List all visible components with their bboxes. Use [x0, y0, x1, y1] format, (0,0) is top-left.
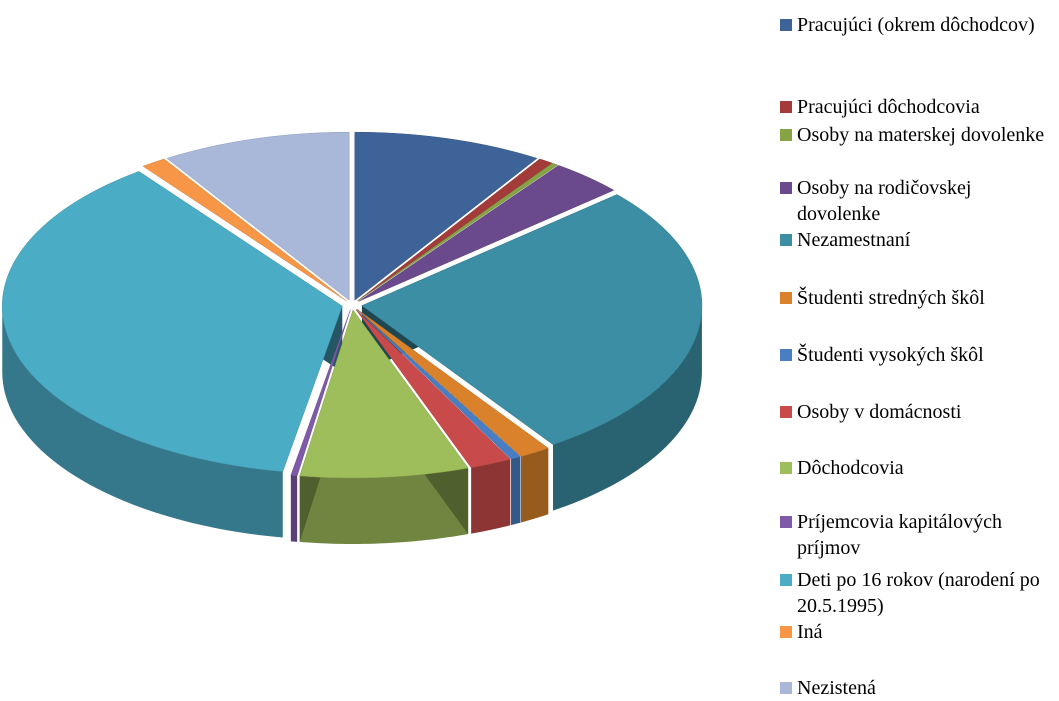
legend-item: Dôchodcovia [780, 455, 1055, 481]
legend-item: Osoby na rodičovskej dovolenke [780, 175, 1055, 227]
slice [358, 165, 615, 302]
slice [142, 158, 347, 302]
slice [357, 162, 559, 302]
slice [2, 171, 343, 472]
legend-label: Osoby na rodičovskej dovolenke [797, 177, 972, 225]
legend-label: Nezistená [797, 677, 876, 699]
legend-label: Študenti stredných škôl [797, 287, 985, 309]
legend-item: Nezistená [780, 675, 1055, 701]
slice-side [2, 306, 283, 538]
legend-swatch [780, 234, 792, 246]
slice [299, 309, 469, 479]
legend-item: Študenti vysokých škôl [780, 342, 1055, 368]
legend-label: Príjemcovia kapitálových príjmov [797, 511, 1002, 559]
legend-label: Dôchodcovia [797, 457, 904, 479]
slice [355, 309, 511, 468]
legend-item: Pracujúci (okrem dôchodcov) [780, 12, 1055, 38]
legend-swatch [780, 101, 792, 113]
slice [290, 309, 351, 477]
legend-swatch [780, 406, 792, 418]
legend-item: Osoby v domácnosti [780, 399, 1055, 425]
legend-swatch [780, 626, 792, 638]
legend-swatch [780, 574, 792, 586]
legend-item: Pracujúci dôchodcovia [780, 94, 1055, 120]
legend-swatch [780, 292, 792, 304]
slice-side [553, 305, 702, 511]
slice [354, 131, 538, 301]
legend-label: Deti po 16 rokov (narodení po 20.5.1995) [797, 569, 1040, 617]
legend-item: Príjemcovia kapitálových príjmov [780, 509, 1055, 561]
legend-label: Pracujúci dôchodcovia [797, 96, 980, 118]
chart [2, 131, 703, 544]
legend-swatch [780, 19, 792, 31]
legend-item: Osoby na materskej dovolenke [780, 122, 1055, 148]
legend-swatch [780, 462, 792, 474]
legend-label: Iná [797, 621, 823, 643]
slice-side [290, 475, 298, 542]
slice-side [521, 448, 549, 523]
legend-swatch [780, 682, 792, 694]
legend-item: Deti po 16 rokov (narodení po 20.5.1995) [780, 567, 1055, 619]
slice [361, 194, 703, 445]
slice [357, 309, 549, 457]
legend-item: Iná [780, 619, 1055, 645]
legend-swatch [780, 182, 792, 194]
legend-swatch [780, 129, 792, 141]
slice-side [299, 468, 469, 544]
legend-item: Nezamestnaní [780, 227, 1055, 253]
legend-label: Pracujúci (okrem dôchodcov) [797, 14, 1035, 36]
legend-item: Študenti stredných škôl [780, 285, 1055, 311]
slice [356, 309, 521, 460]
slice-side [471, 459, 511, 534]
legend-label: Študenti vysokých škôl [797, 344, 984, 366]
legend-label: Nezamestnaní [797, 229, 911, 251]
legend-label: Osoby na materskej dovolenke [797, 124, 1045, 146]
legend-swatch [780, 516, 792, 528]
legend-label: Osoby v domácnosti [797, 401, 962, 423]
slice-side [511, 456, 521, 526]
legend-swatch [780, 349, 792, 361]
slice [166, 131, 350, 301]
